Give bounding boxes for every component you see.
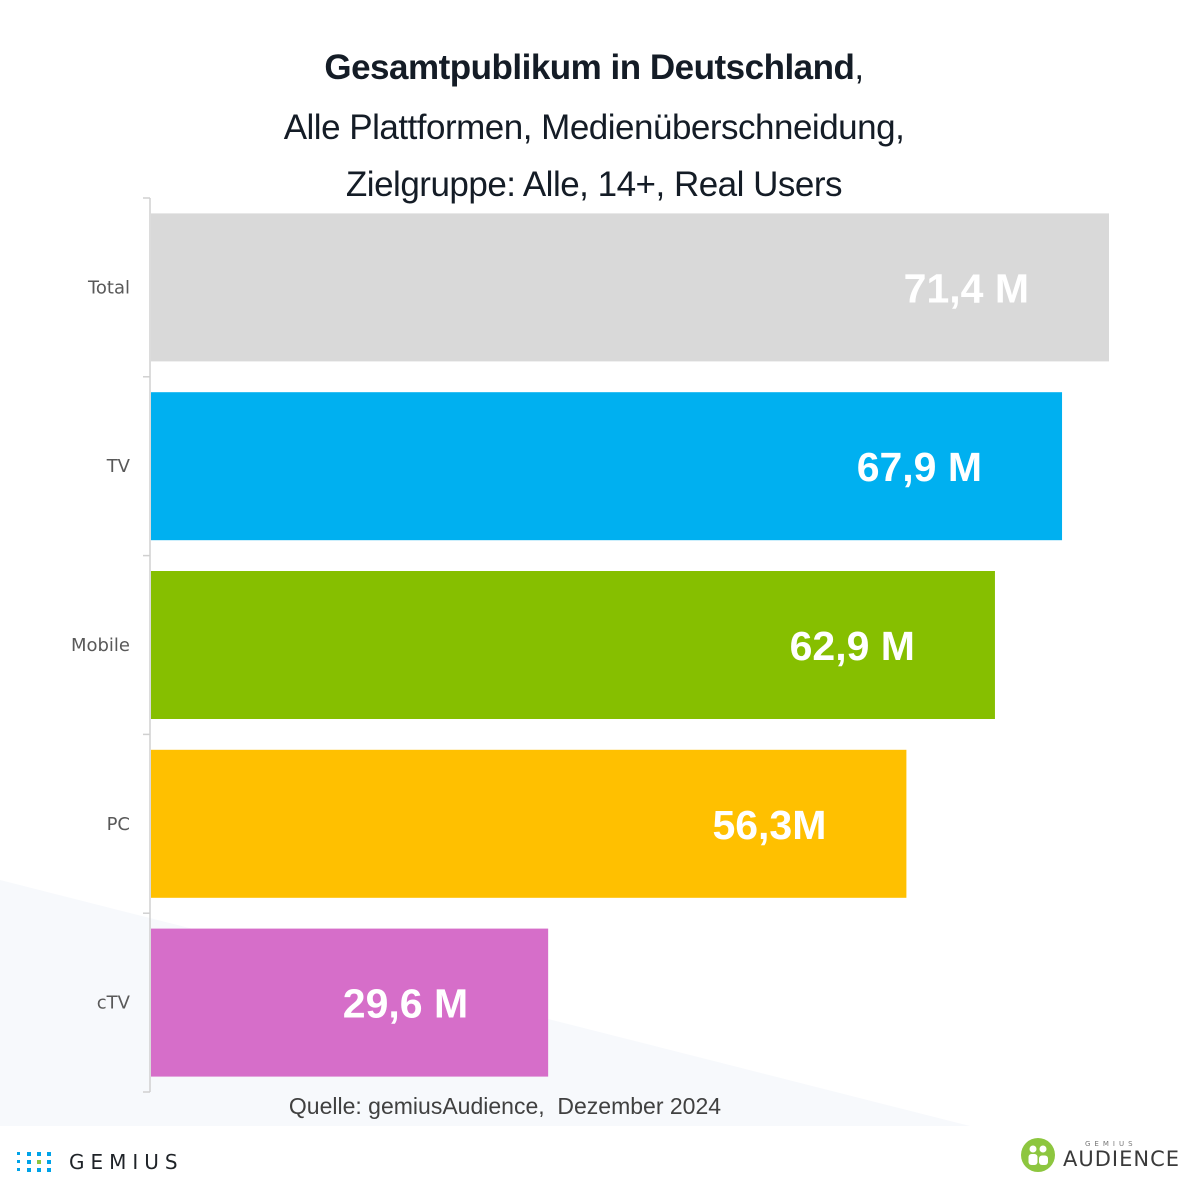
category-label: TV (106, 456, 131, 477)
data-label: 71,4 M (904, 265, 1029, 311)
gemius-logo: GEMIUS (17, 1150, 184, 1174)
bar-ctv (151, 928, 549, 1077)
bar-pc (151, 749, 907, 898)
audience-logo-wordmark: AUDIENCE (1063, 1147, 1181, 1171)
bar-mobile (151, 571, 995, 719)
audience-people-icon (1021, 1138, 1055, 1172)
data-label: 29,6 M (343, 981, 468, 1027)
chart-title-comma: , (854, 48, 864, 87)
chart-title: Gesamtpublikum in Deutschland, (0, 48, 1188, 88)
gemius-audience-logo: GEMIUS AUDIENCE (1021, 1138, 1180, 1172)
gemius-wordmark: GEMIUS (69, 1150, 184, 1174)
category-label: Total (87, 277, 130, 298)
data-label: 62,9 M (790, 623, 915, 669)
chart-title-bold: Gesamtpublikum in Deutschland (324, 48, 855, 87)
data-label: 67,9 M (857, 444, 982, 490)
bar-tv (151, 392, 1063, 541)
chart-subtitle-line-2: Zielgruppe: Alle, 14+, Real Users (345, 165, 843, 204)
bar-total (151, 213, 1109, 362)
audience-logo-small-text: GEMIUS (1085, 1140, 1137, 1148)
category-label: cTV (97, 993, 131, 1014)
gemius-dots-icon (17, 1152, 51, 1172)
source-note: Quelle: gemiusAudience, Dezember 2024 (288, 1093, 722, 1119)
data-label: 56,3M (712, 802, 826, 848)
category-label: Mobile (71, 635, 130, 656)
category-label: PC (107, 814, 130, 835)
chart-subtitle-line-1: Alle Plattformen, Medienüberschneidung, (283, 108, 905, 147)
